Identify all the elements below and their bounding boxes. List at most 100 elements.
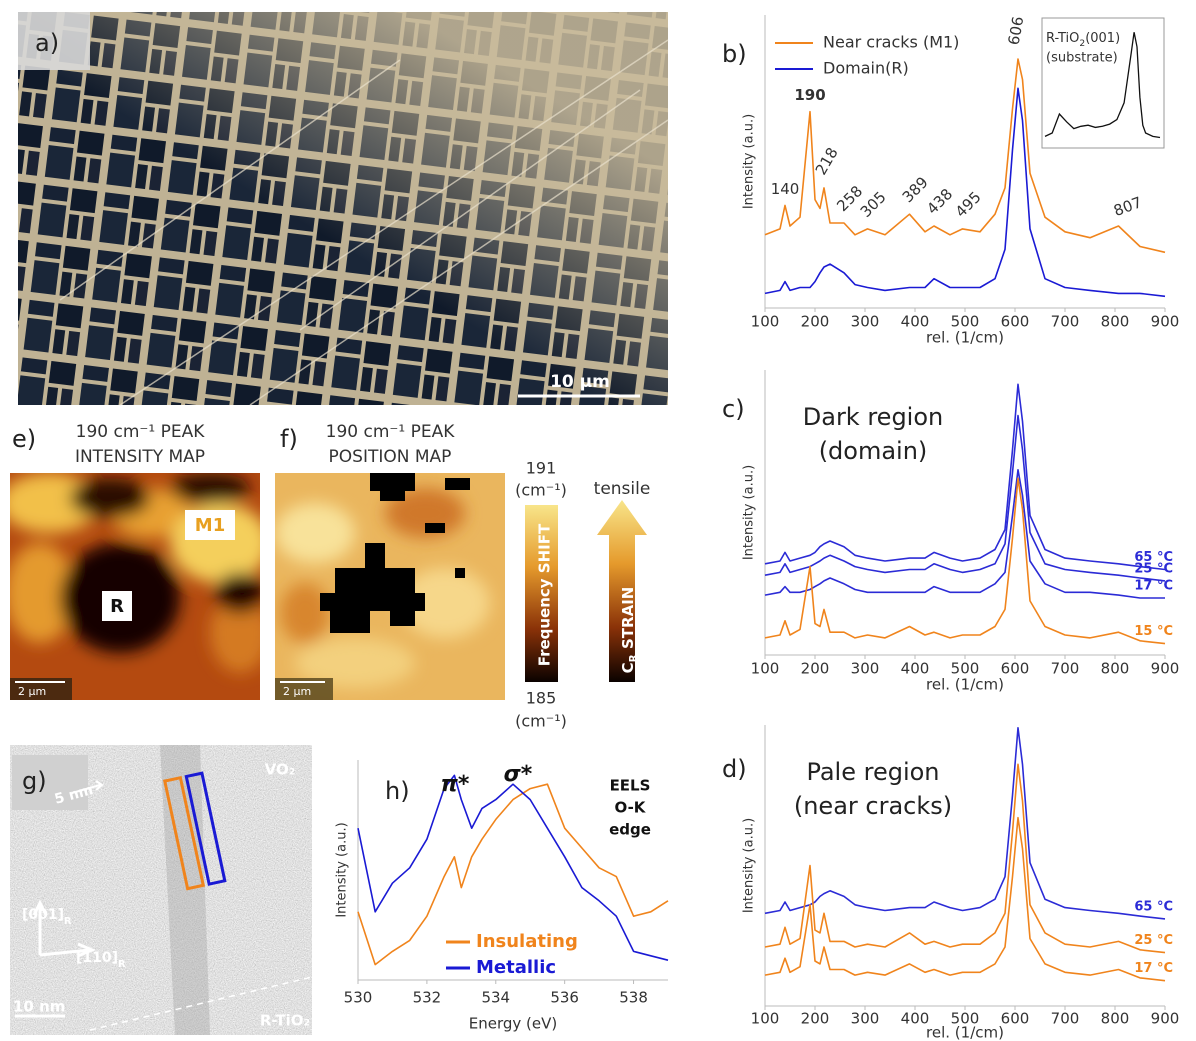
chart-title: Pale region <box>806 758 939 786</box>
legend-label: Metallic <box>476 957 556 978</box>
chart-title: (domain) <box>819 437 928 465</box>
x-tick-label: 538 <box>619 989 648 1007</box>
x-tick-label: 200 <box>801 1010 830 1028</box>
x-tick-label: 530 <box>344 989 373 1007</box>
scale-bar-label: 2 μm <box>283 685 311 698</box>
inset-subtitle: (substrate) <box>1046 51 1118 66</box>
annotation: σ* <box>504 762 533 787</box>
arrow-label-part: STRAIN <box>619 587 637 655</box>
x-tick-label: 700 <box>1051 1010 1080 1028</box>
panel-label: a) <box>35 29 59 57</box>
x-axis-label: Energy (eV) <box>469 1015 557 1033</box>
intensity-map: e) 190 cm⁻¹ PEAK INTENSITY MAP M1 R 2 μ <box>0 422 270 700</box>
x-axis-label: rel. (1/cm) <box>926 1024 1004 1041</box>
micrograph: a) 10 μm <box>18 12 668 405</box>
tem-image: g) VO₂ 5 nm 10 nm R-TiO₂ <box>10 745 312 1035</box>
x-tick-label: 800 <box>1101 313 1130 331</box>
peak-label: 807 <box>1111 193 1144 220</box>
y-axis-label: Intensity (a.u.) <box>742 818 757 913</box>
x-tick-label: 700 <box>1051 313 1080 331</box>
map-title: 190 cm⁻¹ PEAK <box>76 422 206 442</box>
x-tick-label: 100 <box>751 313 780 331</box>
page: Raman and EELS figure {"chart_data": [ {… <box>0 0 1196 1041</box>
x-tick-label: 100 <box>751 660 780 678</box>
map-title: INTENSITY MAP <box>75 447 205 467</box>
panel-label: c) <box>722 395 745 423</box>
annotation: EELS <box>610 777 651 795</box>
panel-label: h) <box>385 777 410 805</box>
legend-label: 17 °C <box>1134 579 1173 594</box>
legend-label: Near cracks (M1) <box>823 33 959 52</box>
legend-label: 25 °C <box>1134 561 1173 576</box>
axis-label-part: R <box>118 959 126 970</box>
legend-label: 15 °C <box>1134 624 1173 639</box>
panel-label: b) <box>722 40 747 68</box>
map-title: POSITION MAP <box>329 447 452 467</box>
annotation: π* <box>441 772 470 797</box>
axis-label-part: [110] <box>76 950 118 966</box>
x-tick-label: 532 <box>413 989 442 1007</box>
annotation: O-K <box>615 799 647 817</box>
legend-label: 17 °C <box>1134 961 1173 976</box>
x-tick-label: 800 <box>1101 1010 1130 1028</box>
x-tick-label: 400 <box>901 313 930 331</box>
legend-label: 25 °C <box>1134 933 1173 948</box>
x-tick-label: 300 <box>851 1010 880 1028</box>
chart-title: Dark region <box>803 403 943 431</box>
colorbar-unit: (cm⁻¹) <box>515 712 567 731</box>
colorbar-label: Frequency SHIFT <box>536 523 554 666</box>
y-axis-label: Intensity (a.u.) <box>742 465 757 560</box>
body: a) 10 μm e) 190 cm⁻¹ PEAK INTENSITY MAP … <box>0 0 1196 1041</box>
y-axis-label: Intensity (a.u.) <box>742 114 757 209</box>
x-tick-label: 300 <box>851 660 880 678</box>
x-axis-label: rel. (1/cm) <box>926 676 1004 694</box>
micrograph-shade <box>18 12 668 405</box>
x-tick-label: 900 <box>1151 313 1180 331</box>
panel-label: g) <box>22 767 47 795</box>
inset-title-part: (001) <box>1085 31 1120 46</box>
region-label: R <box>110 596 124 617</box>
spectrum-line <box>765 470 1165 598</box>
spectrum-line <box>765 818 1165 981</box>
panel-label: e) <box>12 425 36 453</box>
x-tick-label: 700 <box>1051 660 1080 678</box>
x-tick-label: 900 <box>1151 660 1180 678</box>
region-label: M1 <box>195 515 225 536</box>
panel-label: d) <box>722 755 747 783</box>
x-axis-label: rel. (1/cm) <box>926 329 1004 347</box>
x-tick-label: 400 <box>901 1010 930 1028</box>
x-tick-label: 600 <box>1001 1010 1030 1028</box>
arrow-label-part: R <box>628 654 640 662</box>
map-area: M1 R 2 μm <box>0 473 270 700</box>
material-label: VO₂ <box>265 761 296 779</box>
x-tick-label: 400 <box>901 660 930 678</box>
colorbar-unit: (cm⁻¹) <box>515 481 567 500</box>
x-tick-label: 600 <box>1001 660 1030 678</box>
x-tick-label: 100 <box>751 1010 780 1028</box>
x-tick-label: 600 <box>1001 313 1030 331</box>
x-tick-label: 536 <box>550 989 579 1007</box>
tem-area <box>10 745 312 1035</box>
x-tick-label: 534 <box>481 989 510 1007</box>
figure: a) 10 μm e) 190 cm⁻¹ PEAK INTENSITY MAP … <box>0 0 1196 1041</box>
material-label: R-TiO₂ <box>260 1012 310 1030</box>
legend-label: Insulating <box>476 931 578 952</box>
scale-bar-label: 10 μm <box>550 372 610 392</box>
peak-label: 140 <box>771 180 800 198</box>
scale-bar-label: 2 μm <box>18 685 46 698</box>
scale-bar-label: 10 nm <box>13 998 65 1016</box>
x-tick-label: 200 <box>801 660 830 678</box>
peak-label: 495 <box>952 188 985 221</box>
peak-label: 218 <box>812 144 842 178</box>
inset-title-part: R-TiO <box>1046 31 1079 46</box>
axis-label-part: [001] <box>22 907 64 923</box>
map-area: 2 μm <box>275 473 505 700</box>
axis-label-part: R <box>64 916 72 927</box>
arrow-top-label: tensile <box>594 479 651 499</box>
x-tick-label: 200 <box>801 313 830 331</box>
colorbar-top: 191 <box>526 459 557 478</box>
annotation: edge <box>609 821 651 839</box>
panel-label: f) <box>280 425 298 453</box>
y-axis-label: Intensity (a.u.) <box>335 822 350 917</box>
arrow-label-part: C <box>619 662 637 673</box>
